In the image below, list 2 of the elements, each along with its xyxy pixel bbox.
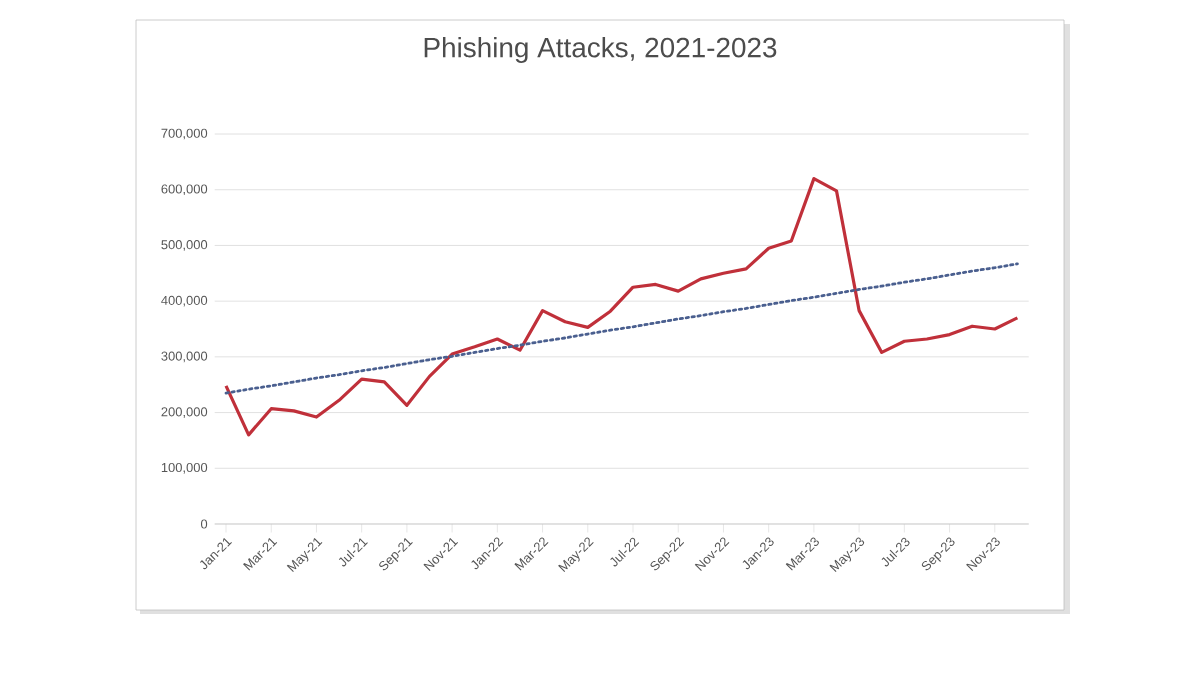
line-series <box>224 176 1019 437</box>
chart-title: Phishing Attacks, 2021-2023 <box>424 36 777 63</box>
